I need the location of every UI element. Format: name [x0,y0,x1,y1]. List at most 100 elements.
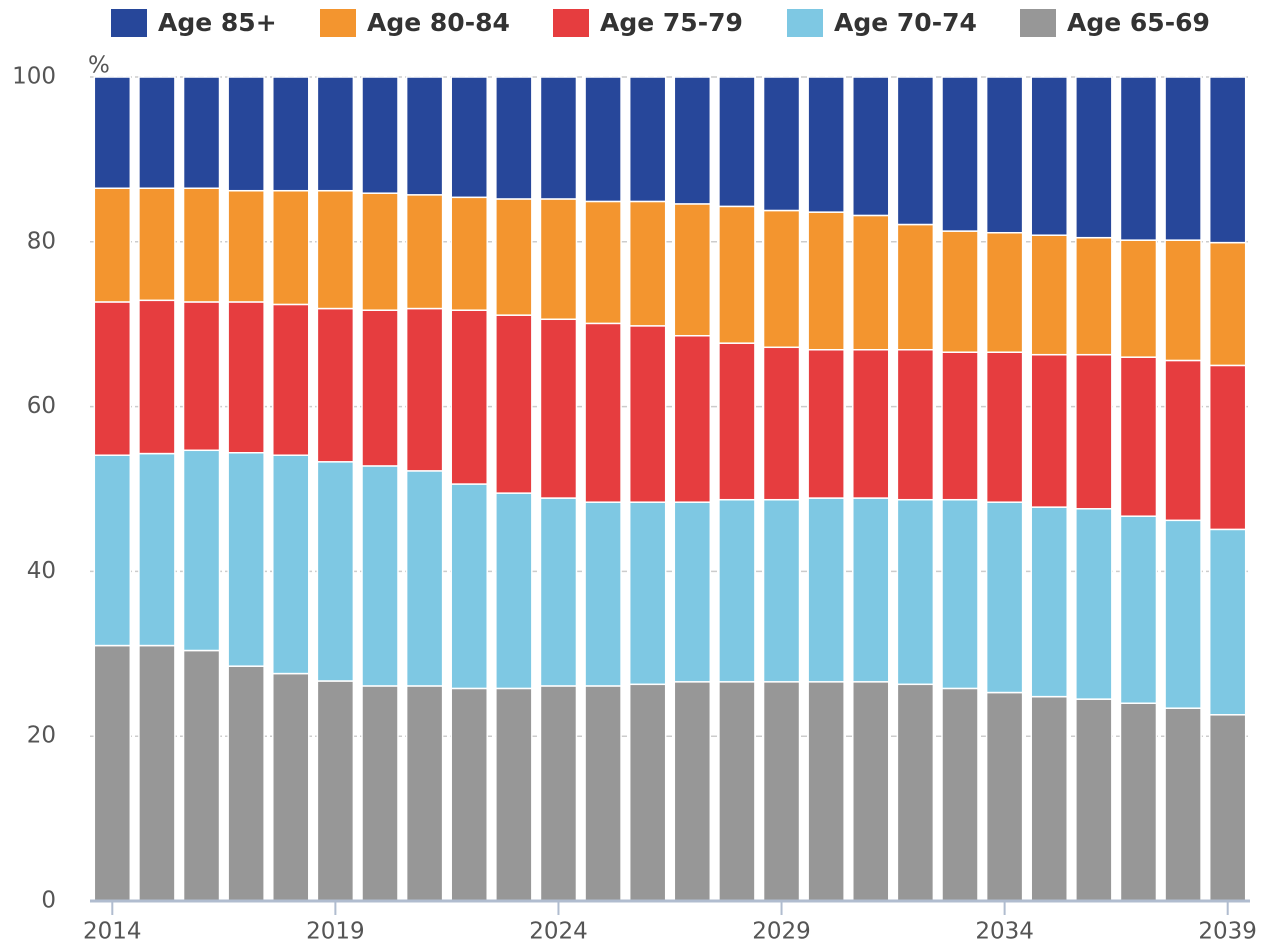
bar-segment [584,501,622,687]
legend-label: Age 70-74 [834,8,977,37]
bar-segment [807,681,845,902]
bar-segment [495,198,533,316]
bar-segment [807,497,845,683]
bar-segment [718,498,756,683]
bar-segment [1030,76,1068,236]
bar-segment [762,209,801,349]
bar-segment [1164,239,1202,362]
bar-segment [1075,76,1113,239]
bar-segment [405,194,444,310]
bar-segment [138,299,176,455]
bar-segment [1208,364,1247,531]
bar-segment [1119,702,1158,902]
bar-segment [1075,353,1113,510]
y-unit: % [88,53,110,79]
bar-segment [539,198,578,321]
bar-segment [272,76,310,192]
bar-segment [852,348,890,499]
bar-segment [405,685,444,902]
bar-segment [1075,698,1113,902]
bar-segment [985,76,1024,234]
bar-segment [852,497,890,683]
bar-segment [539,318,578,499]
bar-segment [1030,353,1068,508]
bar-segment [272,303,310,456]
bar-segment [316,680,355,902]
legend-swatch [111,9,147,37]
y-tick-label: 100 [12,64,56,90]
bar-segment [272,454,310,675]
bar-segment [673,501,712,683]
bar-segment [628,76,667,203]
bar-segment [941,498,979,690]
legend-label: Age 85+ [158,8,277,37]
bar-segment [227,301,265,454]
bar-segment [272,189,310,306]
bar-segment [852,214,890,351]
legend-label: Age 75-79 [600,8,743,37]
bar-segment [673,203,712,337]
bar-segment [1030,234,1068,356]
bar-segment [807,348,845,499]
bar-segment [584,322,622,503]
bar-segment [138,644,176,902]
bar-segment [93,454,132,647]
bar-segment [1164,707,1202,902]
bar-segment [316,189,355,310]
bar-segment [852,76,890,217]
y-tick-label: 80 [27,228,56,254]
bar-segment [316,76,355,192]
bar-segment [539,76,578,200]
bar-segment [182,649,221,902]
bar-segment [450,309,488,485]
bar-segment [138,187,176,302]
bar-segment [584,685,622,902]
bar-segment [941,230,979,353]
bar-segment [495,687,533,902]
bar-segment [1119,239,1158,358]
legend-swatch [1020,9,1056,37]
bar-segment [941,76,979,232]
bar-segment [316,461,355,682]
bar-segment [1119,76,1158,241]
bar-segment [1208,528,1247,716]
y-tick-label: 60 [27,393,56,419]
bar-segment [1075,236,1113,356]
bar-segment [361,76,399,194]
bar-segment [1208,76,1247,244]
bar-segment [1030,695,1068,902]
bar-segment [1208,241,1247,367]
bar-segment [316,307,355,463]
bar-segment [227,451,265,667]
bar-segment [1164,359,1202,522]
bar-segment [941,687,979,902]
bar-segment [450,687,488,902]
bar-segment [227,76,265,192]
bar-segment [227,665,265,902]
bar-segment [182,449,221,652]
x-tick-label: 2019 [306,919,365,945]
bar-segment [138,76,176,189]
bar-segment [450,76,488,199]
bar-segment [896,683,935,902]
bar-segment [361,309,399,467]
bar-segment [1030,506,1068,698]
bar-segment [405,76,444,196]
bar-segment [628,325,667,503]
bar-segment [762,498,801,683]
bar-segment [361,465,399,687]
bar-segment [628,501,667,686]
bar-segment [1208,714,1247,902]
bar-segment [852,681,890,902]
bar-segment [985,691,1024,902]
x-tick-label: 2024 [529,919,588,945]
bar-segment [673,334,712,503]
bar-segment [896,348,935,501]
bar-segment [985,231,1024,353]
x-tick-label: 2029 [752,919,811,945]
bar-segment [628,200,667,327]
bar-segment [405,470,444,687]
bar-segment [182,187,221,303]
bar-segment [1119,515,1158,704]
